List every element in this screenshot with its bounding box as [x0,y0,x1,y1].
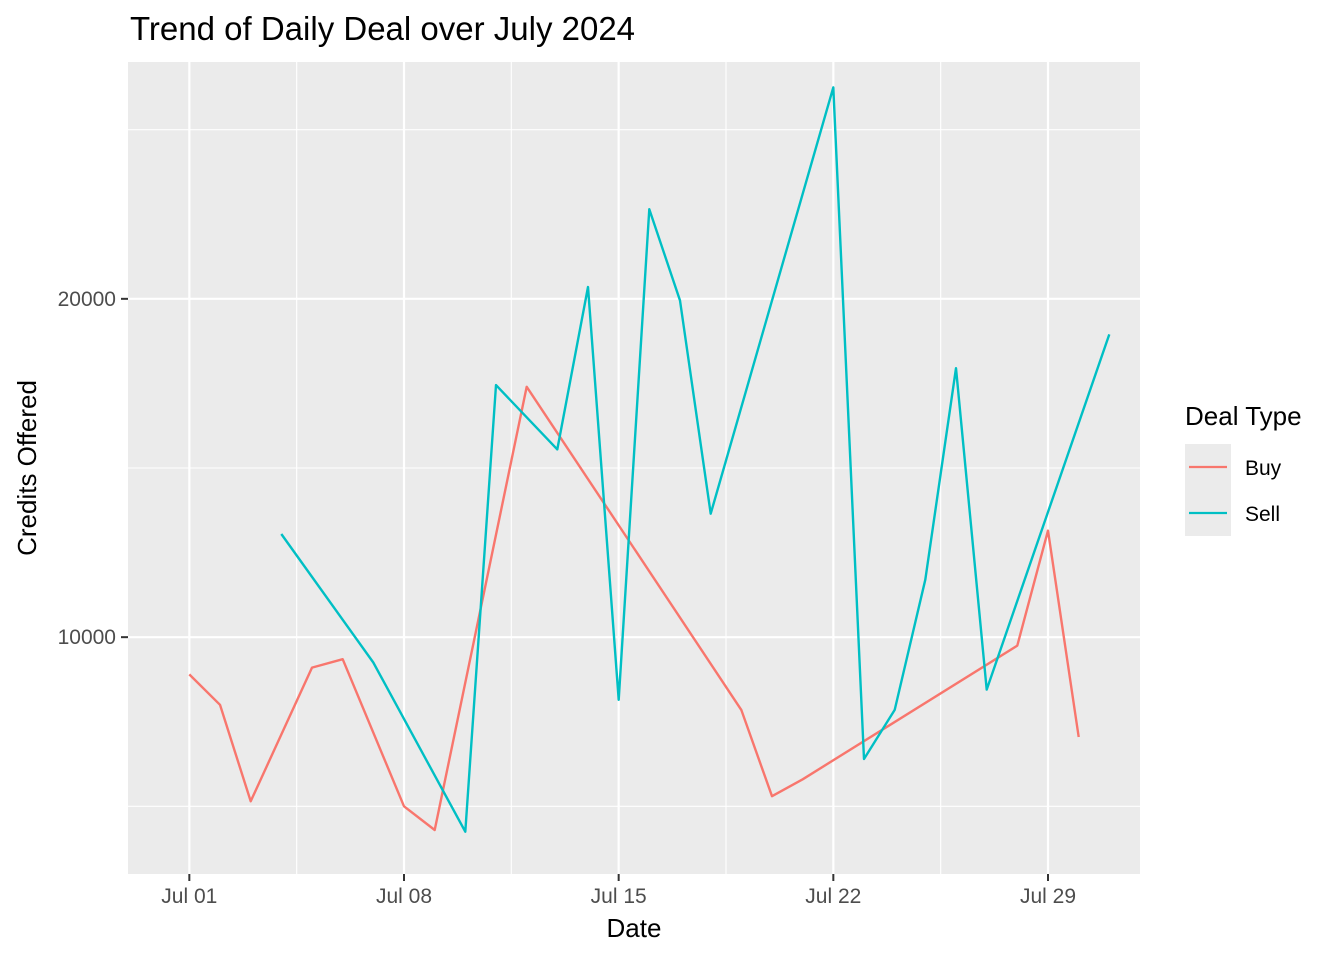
x-tick-label: Jul 01 [161,885,217,908]
series-lines [188,86,1111,833]
y-axis-title: Credits Offered [12,380,42,556]
x-tick-label: Jul 15 [591,885,647,908]
x-tick-label: Jul 22 [805,885,861,908]
x-tick-label: Jul 08 [376,885,432,908]
series-line-sell [280,86,1111,833]
x-tick-label: Jul 29 [1020,885,1076,908]
chart-title: Trend of Daily Deal over July 2024 [130,10,635,47]
y-axis: 10000 20000 [58,288,128,649]
legend-label-sell: Sell [1245,503,1280,526]
y-tick-label: 10000 [58,626,116,649]
x-axis: Jul 01 Jul 08 Jul 15 Jul 22 Jul 29 [161,874,1076,908]
x-axis-title: Date [607,913,662,943]
y-tick-label: 20000 [58,288,116,311]
major-gridlines [128,62,1140,874]
legend-label-buy: Buy [1245,457,1282,480]
legend: Deal Type Buy Sell [1185,401,1302,536]
legend-title: Deal Type [1185,401,1302,431]
